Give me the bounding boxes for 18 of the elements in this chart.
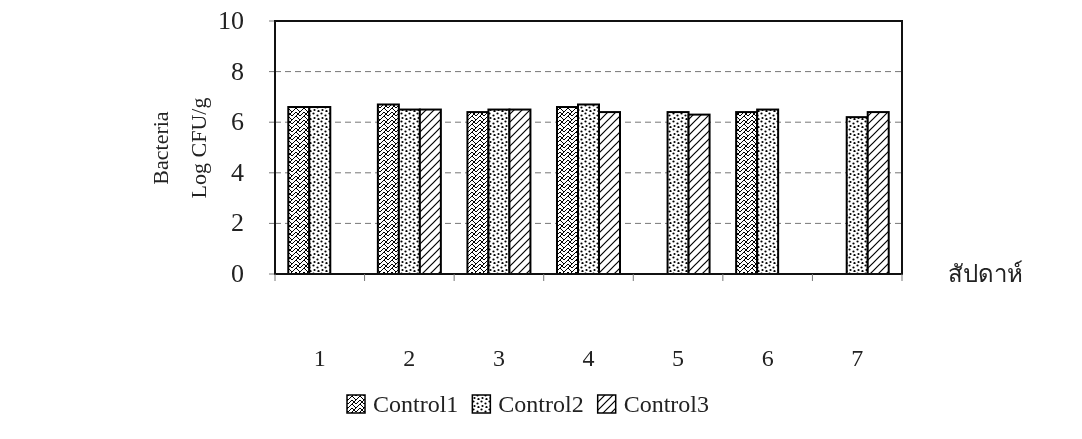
y-tick-label: 8 (231, 56, 244, 86)
y-tick-label: 4 (231, 157, 244, 187)
x-tick-label: 1 (313, 345, 326, 371)
legend-label: Control1 (373, 391, 459, 417)
x-axis-title: สัปดาห์ (947, 260, 1023, 288)
y-tick-label: 10 (218, 6, 244, 35)
x-tick-label: 7 (851, 345, 864, 371)
y-tick-label: 2 (231, 208, 244, 238)
x-tick-label: 2 (403, 345, 416, 371)
x-tick-label: 4 (582, 345, 595, 371)
ylabel: Bacteria Log CFU/g (148, 97, 211, 199)
y-tick-label: 6 (231, 107, 244, 137)
y-tick-label: 0 (231, 259, 244, 288)
x-tick-label: 5 (672, 345, 685, 371)
x-tick-label: 3 (492, 345, 505, 371)
legend-label: Control3 (623, 391, 710, 417)
legend-label: Control2 (498, 391, 584, 417)
x-tick-label: 6 (761, 345, 774, 371)
